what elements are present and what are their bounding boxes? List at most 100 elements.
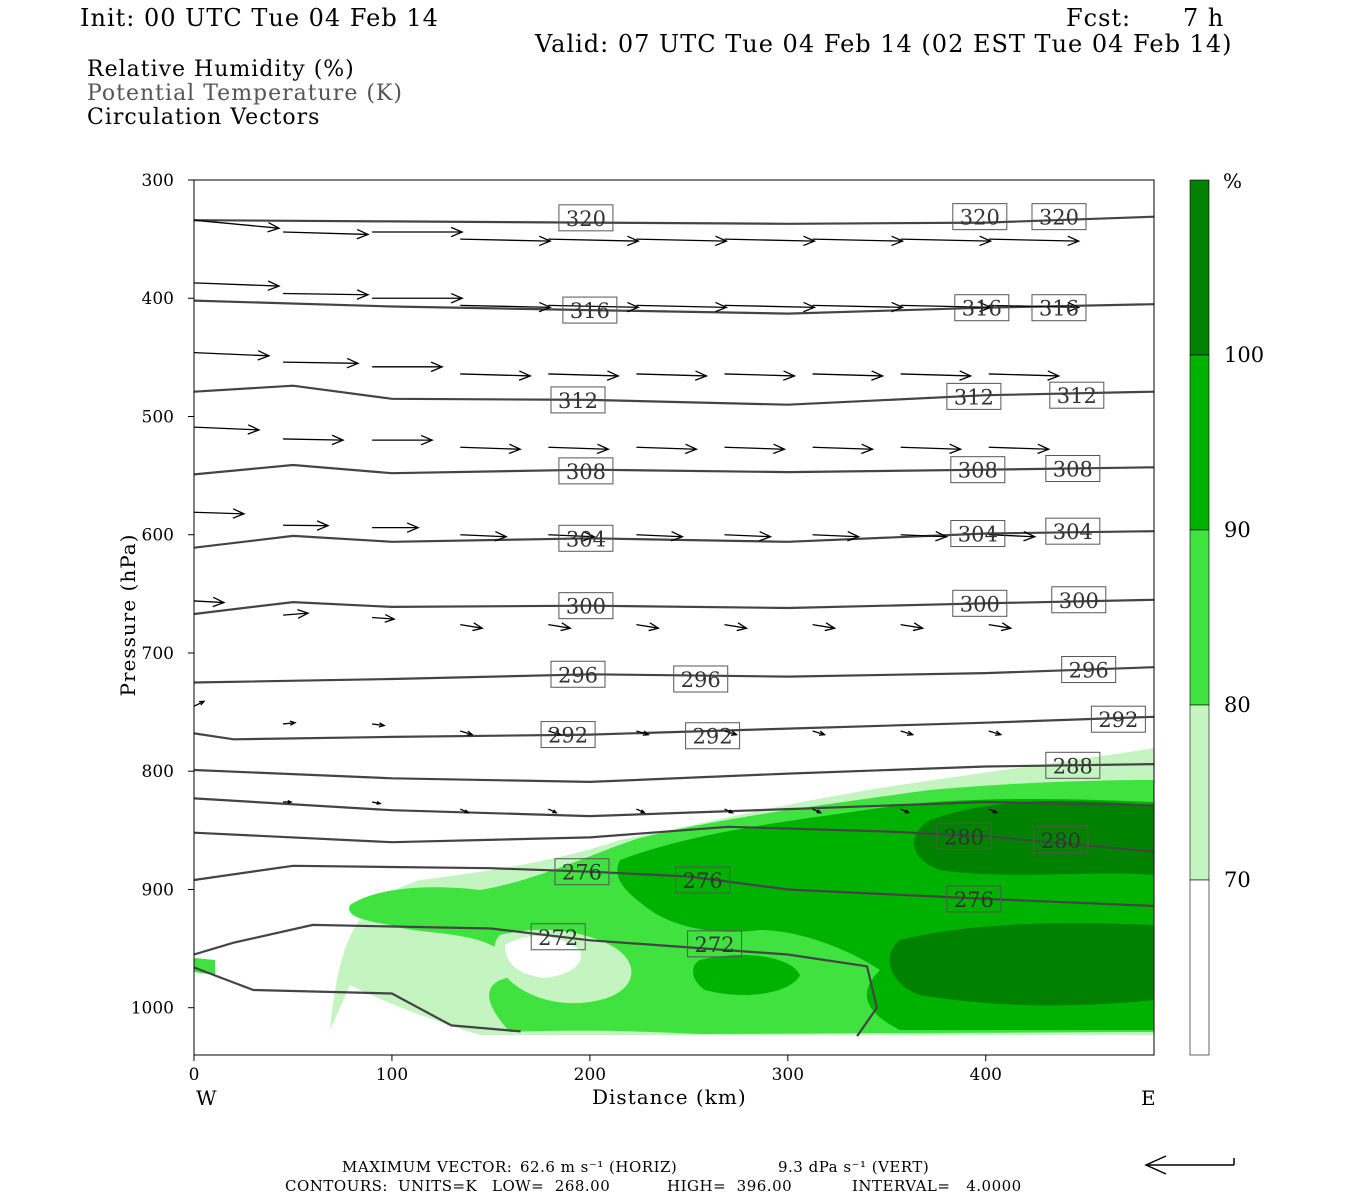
colorbar-band-3 xyxy=(1189,704,1210,881)
svg-text:308: 308 xyxy=(958,459,998,483)
svg-text:276: 276 xyxy=(683,869,723,893)
theta-label-304-1: 304 xyxy=(950,520,1006,548)
theta-contour-296 xyxy=(194,666,1154,684)
theta-label-296-2: 296 xyxy=(1061,656,1117,684)
circulation-vector-rep-17 xyxy=(460,370,532,381)
circulation-vector-rep-50 xyxy=(548,730,562,736)
colorbar-band-0 xyxy=(1189,179,1210,356)
circulation-vector-rep-29 xyxy=(812,443,875,455)
circulation-vector-rep-62 xyxy=(900,808,911,814)
circulation-vector-14 xyxy=(283,799,293,804)
circulation-vector-rep-13 xyxy=(812,301,905,313)
circulation-vector-1 xyxy=(283,228,370,240)
circulation-vector-rep-52 xyxy=(724,730,739,736)
theta-label-276-1: 276 xyxy=(675,866,731,894)
svg-text:296: 296 xyxy=(558,663,598,687)
circulation-vector-rep-35 xyxy=(636,530,685,542)
max-vector-horiz: 62.6 m s⁻¹ (HORIZ) xyxy=(520,1158,678,1176)
theta-contour-320 xyxy=(194,215,1154,225)
relative-humidity-fill xyxy=(194,748,1154,1035)
circulation-vector-rep-59 xyxy=(636,808,646,814)
colorbar-band-2 xyxy=(1189,529,1210,706)
circulation-vector-rep-39 xyxy=(988,530,1037,542)
circulation-vector-rep-37 xyxy=(812,530,861,542)
x-tick-label-0: 0 xyxy=(189,1065,200,1085)
svg-text:320: 320 xyxy=(1039,206,1079,230)
circulation-vector-13 xyxy=(283,720,297,726)
init-time: Init: 00 UTC Tue 04 Feb 14 xyxy=(80,4,439,32)
circulation-vector-rep-12 xyxy=(724,301,817,313)
theta-label-308-0: 308 xyxy=(558,457,614,485)
svg-text:316: 316 xyxy=(962,297,1002,321)
circulation-vector-rep-58 xyxy=(548,808,558,814)
max-vector-label: MAXIMUM VECTOR: xyxy=(342,1158,513,1176)
theta-contour-276 xyxy=(194,864,1154,908)
circulation-vector-rep-9 xyxy=(460,301,552,313)
circulation-vector-rep-20 xyxy=(724,370,797,381)
circulation-vectors xyxy=(194,219,1081,814)
legend-circulation-vectors: Circulation Vectors xyxy=(87,105,321,130)
theta-label-280-0: 280 xyxy=(936,822,992,850)
rh-region-80-90-west xyxy=(194,958,215,975)
circulation-vector-rep-57 xyxy=(459,808,470,814)
circulation-vector-5 xyxy=(283,357,360,369)
svg-text:316: 316 xyxy=(570,299,610,323)
theta-contour-316 xyxy=(194,299,1154,315)
theta-label-288-0: 288 xyxy=(1045,751,1101,779)
y-tick-label-500: 500 xyxy=(142,407,174,427)
circulation-vector-11 xyxy=(283,608,310,619)
y-tick-label-400: 400 xyxy=(142,289,174,309)
colorbar-level-90: 90 xyxy=(1224,518,1251,542)
theta-contour-280 xyxy=(194,825,1154,853)
theta-label-276-0: 276 xyxy=(554,858,610,886)
circulation-vector-12 xyxy=(194,700,206,707)
contours-interval: INTERVAL= 4.0000 xyxy=(852,1177,1022,1195)
circulation-vector-6 xyxy=(194,424,261,435)
colorbar-unit: % xyxy=(1223,169,1242,193)
circulation-vector-rep-22 xyxy=(900,370,973,381)
circulation-vector-rep-14 xyxy=(900,301,993,313)
circulation-vector-rep-28 xyxy=(724,443,787,455)
theta-label-300-0: 300 xyxy=(558,592,614,620)
circulation-vector-rep-34 xyxy=(548,530,596,542)
svg-text:300: 300 xyxy=(960,592,1000,616)
max-vector-vert: 9.3 dPa s⁻¹ (VERT) xyxy=(778,1158,930,1176)
theta-label-320-2: 320 xyxy=(1031,203,1087,231)
theta-contour-308 xyxy=(194,463,1154,476)
circulation-vector-rep-41 xyxy=(460,622,484,632)
circulation-vector-rep-0 xyxy=(372,226,464,238)
y-tick-label-1000: 1000 xyxy=(131,999,174,1019)
rh-region-100-lower xyxy=(889,923,1154,1006)
svg-text:296: 296 xyxy=(681,668,721,692)
theta-label-312-1: 312 xyxy=(946,382,1002,410)
circulation-vector-rep-61 xyxy=(812,808,823,814)
svg-text:308: 308 xyxy=(1053,458,1093,482)
contours-low: LOW= 268.00 xyxy=(492,1177,611,1195)
circulation-vector-rep-47 xyxy=(988,622,1013,632)
svg-text:304: 304 xyxy=(566,527,606,551)
theta-label-304-0: 304 xyxy=(558,524,614,552)
circulation-vector-rep-36 xyxy=(724,530,773,542)
x-axis-title: Distance (km) xyxy=(592,1085,747,1109)
x-tick-label-400: 400 xyxy=(970,1065,1002,1085)
svg-text:304: 304 xyxy=(958,523,998,547)
circulation-vector-9 xyxy=(283,520,330,531)
circulation-vector-rep-33 xyxy=(460,530,508,542)
circulation-vector-rep-60 xyxy=(724,808,734,814)
y-tick-label-800: 800 xyxy=(142,762,174,782)
svg-text:292: 292 xyxy=(1098,708,1138,732)
y-axis-title: Pressure (hPa) xyxy=(116,533,140,697)
theta-contour-292 xyxy=(194,715,1154,741)
circulation-vector-rep-63 xyxy=(988,808,999,814)
circulation-vector-rep-51 xyxy=(636,730,650,736)
theta-label-280-1: 280 xyxy=(1033,826,1089,854)
svg-text:280: 280 xyxy=(944,825,984,849)
circulation-vector-rep-3 xyxy=(636,235,729,247)
rh-region-90-100-low xyxy=(693,955,800,995)
theta-label-296-0: 296 xyxy=(550,660,606,688)
y-tick-label-900: 900 xyxy=(142,880,174,900)
circulation-vector-rep-25 xyxy=(460,443,522,455)
x-tick-label-300: 300 xyxy=(772,1065,804,1085)
circulation-vector-3 xyxy=(283,289,370,300)
